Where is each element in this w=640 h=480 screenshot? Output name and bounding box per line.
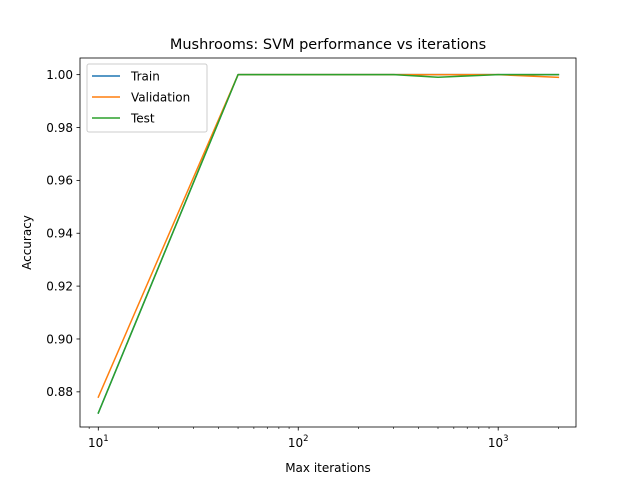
x-tick-label: 102: [288, 434, 309, 450]
x-axis-label: Max iterations: [285, 461, 371, 475]
x-tick-label: 101: [88, 434, 109, 450]
plot-frame: [79, 57, 577, 428]
legend-box: [86, 63, 208, 133]
y-tick-label: 0.98: [46, 121, 73, 135]
x-tick-label-exponent: 2: [303, 434, 308, 444]
y-tick-label: 0.92: [46, 279, 73, 293]
x-tick-label-exponent: 3: [503, 434, 508, 444]
x-tick-label-base: 10: [88, 436, 103, 450]
y-tick-label: 0.88: [46, 385, 73, 399]
x-tick-label-exponent: 1: [103, 434, 108, 444]
legend: Train Validation Test: [86, 63, 208, 133]
x-tick-label: 103: [488, 434, 509, 450]
x-tick-label-base: 10: [288, 436, 303, 450]
y-tick-label: 0.96: [46, 174, 73, 188]
legend-label-validation: Validation: [131, 90, 190, 104]
series-line-test: [97, 73, 560, 414]
y-tick-label: 0.90: [46, 332, 73, 346]
chart-title: Mushrooms: SVM performance vs iterations: [170, 37, 486, 53]
series-lines: [97, 73, 560, 414]
legend-label-test: Test: [130, 111, 155, 125]
y-tick-label: 0.94: [46, 227, 73, 241]
y-tick-label: 1.00: [46, 68, 73, 82]
x-tick-label-base: 10: [488, 436, 503, 450]
y-axis-label: Accuracy: [20, 215, 34, 270]
legend-label-train: Train: [130, 69, 160, 83]
